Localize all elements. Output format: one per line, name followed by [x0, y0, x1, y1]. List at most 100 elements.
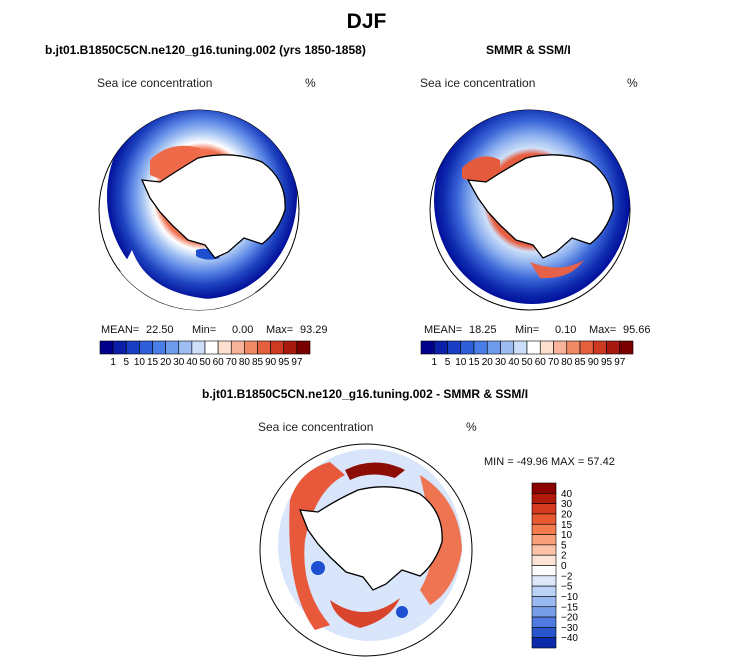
left-colorbar-tick-label: 50 — [199, 357, 211, 368]
right-colorbar-tick-label: 5 — [445, 357, 451, 368]
right-min-label: Min= — [515, 324, 540, 336]
bottom-colorbar-box — [531, 596, 557, 608]
left-colorbar-box — [112, 340, 127, 355]
bottom-colorbar-tick-label: 40 — [561, 489, 573, 500]
right-colorbar: 1 5 10 15 20 30 40 50 60 70 80 85 90 95 97 — [420, 340, 634, 368]
bottom-polar-map — [259, 443, 473, 657]
bottom-colorbar-tick-label: −2 — [561, 571, 573, 582]
right-colorbar-tick-label: 15 — [468, 357, 480, 368]
left-colorbar-tick-label: 70 — [226, 357, 238, 368]
left-colorbar-tick-label: 40 — [186, 357, 198, 368]
left-min-value: 0.00 — [232, 324, 254, 336]
right-field-label: Sea ice concentration — [420, 76, 536, 90]
right-polar-map — [429, 109, 631, 311]
bottom-colorbar-tick-label: −30 — [561, 623, 578, 634]
bottom-colorbar-box — [531, 627, 557, 638]
left-colorbar-tick-label: 20 — [160, 357, 172, 368]
bottom-colorbar-box — [531, 493, 557, 504]
left-colorbar-tick-label: 95 — [278, 357, 290, 368]
left-colorbar-tick-label: 30 — [173, 357, 185, 368]
left-mean-label: MEAN= — [101, 324, 140, 336]
bottom-colorbar-box — [531, 637, 557, 649]
panel-left-title: b.jt01.B1850C5CN.ne120_g16.tuning.002 (y… — [45, 43, 366, 57]
right-colorbar-box — [460, 340, 475, 355]
bottom-negative-spot — [311, 561, 325, 575]
left-min-label: Min= — [192, 324, 217, 336]
right-mean-label: MEAN= — [424, 324, 463, 336]
bottom-colorbar-tick-label: −20 — [561, 613, 578, 624]
right-colorbar-tick-label: 30 — [495, 357, 507, 368]
bottom-positive-north — [345, 462, 405, 480]
left-polar-map — [98, 109, 300, 311]
bottom-positive-west — [289, 462, 345, 630]
bottom-colorbar-box — [531, 565, 557, 577]
right-max-value: 95.66 — [623, 324, 651, 336]
left-antarctica-outline — [140, 154, 286, 259]
bottom-colorbar-tick-label: 10 — [561, 530, 573, 541]
left-colorbar-tick-label: 1 — [110, 357, 116, 368]
bottom-colorbar-box — [531, 544, 557, 556]
panel-bottom-title: b.jt01.B1850C5CN.ne120_g16.tuning.002 - … — [202, 387, 529, 401]
left-mean-value: 22.50 — [146, 324, 174, 336]
bottom-colorbar-box — [531, 575, 557, 587]
right-colorbar-box — [420, 340, 435, 355]
right-colorbar-box — [592, 340, 607, 355]
right-min-value: 0.10 — [555, 324, 577, 336]
bottom-colorbar-tick-label: −40 — [561, 633, 578, 644]
right-colorbar-box — [606, 340, 621, 355]
bottom-colorbar-tick-label: −15 — [561, 602, 578, 613]
panel-right-title: SMMR & SSM/I — [486, 43, 571, 57]
right-colorbar-box — [553, 340, 568, 355]
bottom-colorbar-box — [531, 523, 557, 535]
bottom-colorbar-tick-label: 15 — [561, 520, 573, 531]
right-colorbar-tick-label: 40 — [508, 357, 520, 368]
left-field-label: Sea ice concentration — [97, 76, 213, 90]
right-colorbar-box — [539, 340, 554, 355]
bottom-colorbar-tick-label: 20 — [561, 509, 573, 520]
right-colorbar-tick-label: 10 — [455, 357, 467, 368]
right-colorbar-tick-label: 97 — [614, 357, 626, 368]
left-colorbar-box — [191, 340, 206, 355]
left-colorbar-tick-label: 80 — [239, 357, 251, 368]
bottom-colorbar-tick-label: 0 — [561, 561, 567, 572]
right-colorbar-box — [473, 340, 488, 355]
left-colorbar-box — [178, 340, 193, 355]
bottom-colorbar-tick-label: −5 — [561, 582, 573, 593]
right-colorbar-box — [579, 340, 594, 355]
left-colorbar-tick-label: 5 — [123, 357, 129, 368]
bottom-colorbar-box — [531, 482, 557, 494]
left-open-ocean — [99, 240, 299, 310]
bottom-colorbar-box — [531, 534, 557, 546]
left-colorbar-box — [152, 340, 166, 355]
bottom-colorbar-box — [531, 606, 557, 618]
left-colorbar-box — [283, 340, 298, 355]
right-colorbar-box — [526, 340, 541, 355]
right-colorbar-tick-label: 20 — [482, 357, 494, 368]
left-colorbar-box — [296, 340, 311, 355]
right-colorbar-tick-label: 80 — [561, 357, 573, 368]
left-colorbar-tick-label: 10 — [134, 357, 146, 368]
right-colorbar-tick-label: 95 — [601, 357, 613, 368]
bottom-colorbar-box — [531, 554, 557, 566]
right-colorbar-box — [513, 340, 528, 355]
bottom-colorbar-tick-label: −10 — [561, 592, 578, 603]
bottom-colorbar-tick-label: 5 — [561, 540, 567, 551]
left-max-label: Max= — [266, 324, 294, 336]
right-colorbar-box — [500, 340, 515, 355]
right-colorbar-tick-label: 1 — [431, 357, 437, 368]
bottom-stats-text: MIN = -49.96 MAX = 57.42 — [484, 456, 615, 468]
right-colorbar-box — [566, 340, 581, 355]
left-colorbar-tick-label: 90 — [265, 357, 277, 368]
right-colorbar-tick-label: 60 — [535, 357, 547, 368]
left-colorbar-box — [270, 340, 285, 355]
left-max-value: 93.29 — [300, 324, 328, 336]
right-max-label: Max= — [589, 324, 617, 336]
left-colorbar-box — [125, 340, 140, 355]
bottom-colorbar-tick-label: 2 — [561, 551, 567, 562]
right-ross-ice — [530, 260, 584, 279]
bottom-colorbar-box — [531, 513, 557, 525]
right-colorbar-tick-label: 85 — [574, 357, 586, 368]
bottom-colorbar-box — [531, 585, 557, 597]
left-colorbar-tick-label: 97 — [291, 357, 303, 368]
